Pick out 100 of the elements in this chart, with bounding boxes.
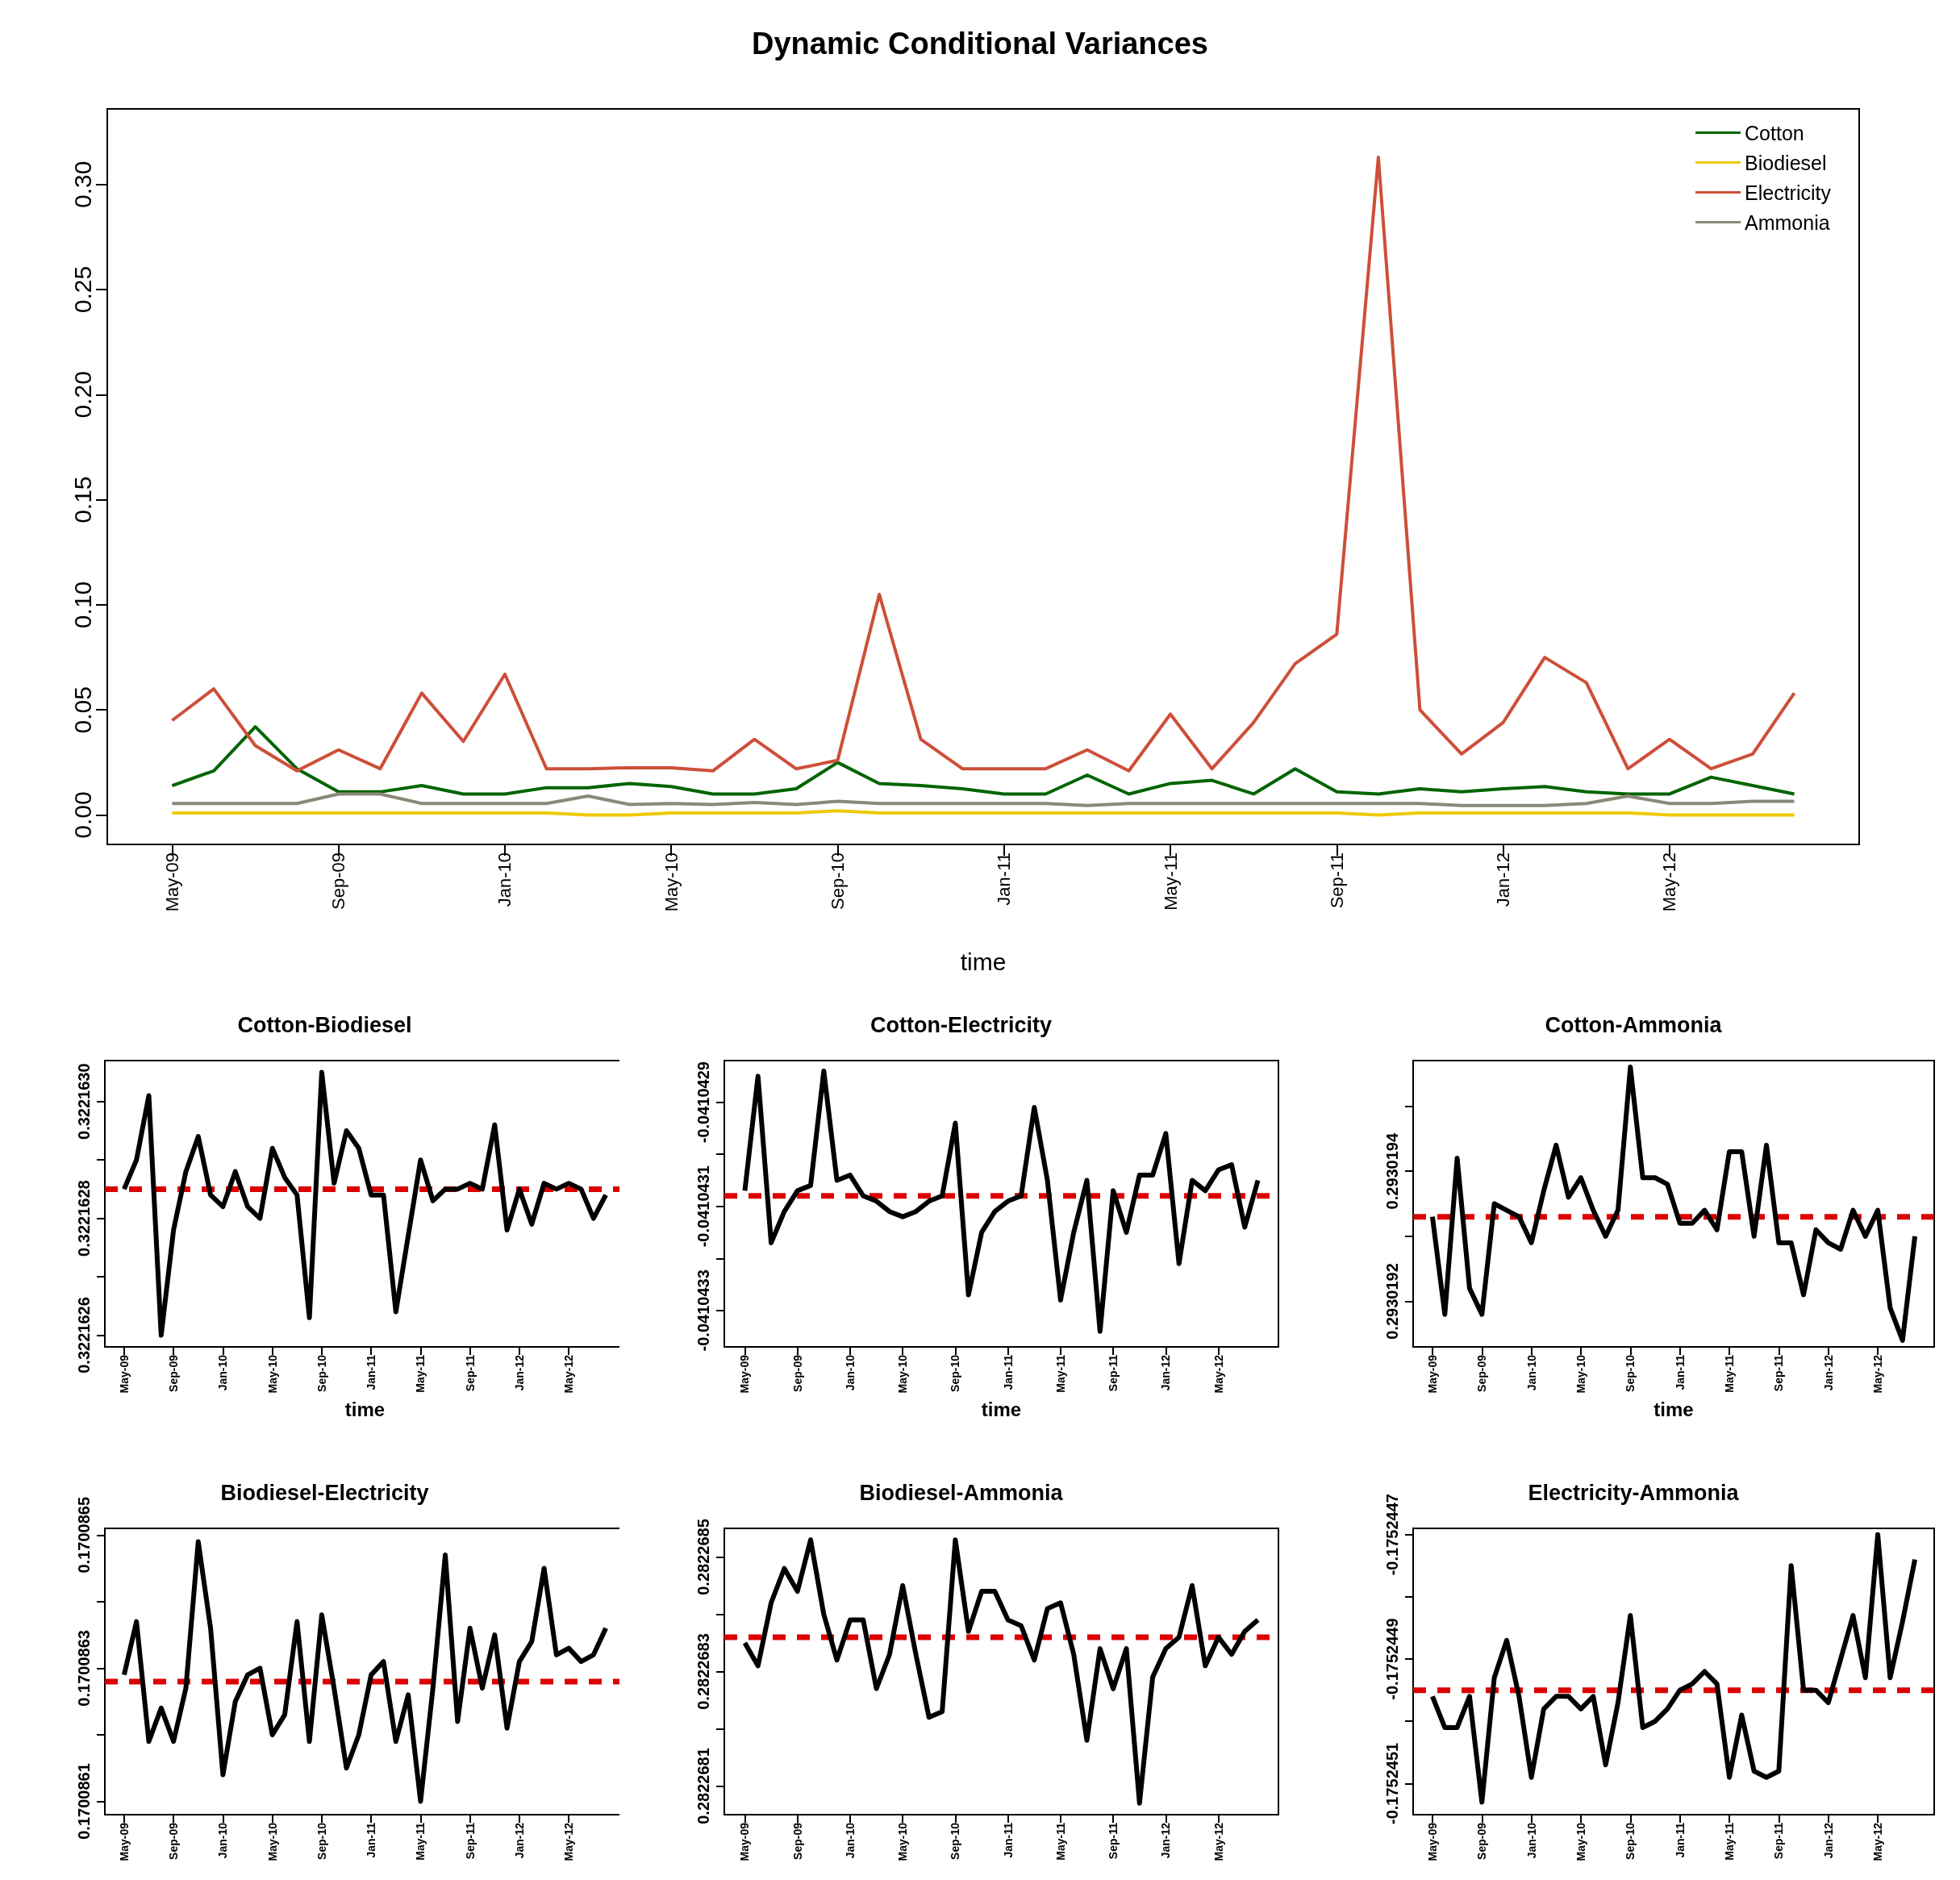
x-tick-label: Jan-10	[216, 1354, 230, 1391]
x-tick-label: Jan-12	[1159, 1354, 1173, 1391]
y-tick-label: 0.2822685	[694, 1519, 712, 1595]
y-tick-label: -0.0410429	[694, 1061, 712, 1144]
legend-label: Ammonia	[1745, 211, 1830, 234]
x-tick-label: May-10	[896, 1822, 910, 1861]
x-tick-label: Sep-09	[790, 1822, 804, 1860]
x-tick-label: Jan-11	[1673, 1822, 1687, 1858]
x-tick-label: Sep-09	[167, 1822, 181, 1860]
x-tick-label: Sep-10	[949, 1822, 962, 1860]
y-tick-label: 0.15	[69, 476, 96, 523]
x-tick-label: May-11	[1160, 852, 1181, 911]
x-tick-label: May-09	[117, 1354, 131, 1394]
x-tick-label: Sep-10	[949, 1354, 962, 1392]
x-tick-label: May-12	[1211, 1822, 1225, 1861]
chart-title: Dynamic Conditional Variances	[752, 27, 1208, 60]
legend-label: Electricity	[1745, 181, 1832, 204]
x-tick-label: May-10	[265, 1822, 279, 1861]
x-tick-label: May-09	[1425, 1822, 1439, 1861]
x-tick-label: May-11	[414, 1822, 427, 1861]
line-series	[170, 792, 1796, 807]
x-tick-label: Jan-11	[1673, 1354, 1687, 1390]
x-tick-label: May-12	[562, 1822, 576, 1861]
x-tick-label: May-10	[1574, 1354, 1587, 1394]
x-tick-label: Jan-12	[512, 1354, 526, 1391]
x-axis-title: time	[344, 1398, 386, 1420]
x-tick-label: May-09	[738, 1822, 752, 1861]
x-tick-label: Jan-12	[512, 1822, 526, 1859]
x-tick-label: Sep-10	[828, 852, 849, 910]
y-tick-label: 0.2822683	[694, 1633, 712, 1710]
x-tick-label: Jan-12	[1159, 1822, 1173, 1859]
x-tick-label: Sep-09	[1475, 1822, 1489, 1860]
y-tick-label: 0.3221630	[75, 1063, 93, 1140]
x-tick-label: Jan-11	[365, 1354, 378, 1390]
x-tick-label: Sep-10	[315, 1822, 328, 1860]
x-tick-label: May-10	[896, 1354, 910, 1394]
x-tick-label: Sep-11	[1107, 1354, 1120, 1392]
line-series	[170, 725, 1796, 796]
chart-title: Cotton-Biodiesel	[237, 1012, 412, 1037]
x-tick-label: May-11	[1053, 1354, 1067, 1393]
x-tick-label: Jan-12	[1821, 1822, 1835, 1859]
x-tick-label: May-09	[117, 1822, 131, 1861]
y-tick-label: 0.2930192	[1383, 1263, 1401, 1340]
x-tick-label: Jan-11	[365, 1822, 378, 1858]
x-tick-label: Jan-10	[843, 1354, 857, 1391]
chart-title: Biodiesel-Ammonia	[859, 1480, 1064, 1505]
x-tick-label: Sep-10	[1624, 1354, 1637, 1392]
x-tick-label: Jan-10	[216, 1822, 230, 1859]
x-tick-label: May-12	[1871, 1354, 1885, 1394]
chart-title: Cotton-Electricity	[869, 1012, 1053, 1037]
x-tick-label: Jan-10	[494, 852, 515, 907]
x-tick-label: May-12	[1659, 852, 1680, 912]
x-tick-label: May-12	[562, 1354, 576, 1394]
x-tick-label: May-11	[1723, 1822, 1737, 1861]
x-tick-label: May-10	[1574, 1822, 1587, 1861]
chart-title: Biodiesel-Electricity	[220, 1480, 429, 1505]
x-tick-label: May-09	[1425, 1354, 1439, 1394]
y-tick-label: -0.1752447	[1383, 1494, 1401, 1576]
x-tick-label: Jan-12	[1821, 1354, 1835, 1391]
y-tick-label: -0.0410433	[694, 1269, 712, 1352]
x-tick-label: Jan-11	[1001, 1354, 1015, 1390]
x-tick-label: Sep-11	[1107, 1822, 1120, 1860]
legend-label: Biodiesel	[1745, 151, 1827, 174]
x-tick-label: Jan-10	[1524, 1822, 1538, 1859]
x-tick-label: May-12	[1871, 1822, 1885, 1861]
x-tick-label: Sep-11	[463, 1822, 477, 1860]
y-tick-label: 0.25	[69, 265, 96, 314]
x-tick-label: Sep-11	[1772, 1354, 1786, 1392]
y-tick-label: 0.2930194	[1383, 1132, 1401, 1210]
x-axis-title: time	[960, 948, 1007, 975]
x-tick-label: Jan-11	[994, 852, 1015, 906]
x-tick-label: Sep-10	[1624, 1822, 1637, 1860]
x-tick-label: May-09	[161, 852, 182, 912]
x-axis-title: time	[1653, 1398, 1694, 1420]
y-tick-label: -0.1752449	[1383, 1618, 1401, 1700]
y-tick-label: 0.1700865	[75, 1496, 93, 1574]
x-tick-label: Sep-10	[315, 1354, 328, 1392]
x-tick-label: Sep-11	[463, 1354, 477, 1392]
x-tick-label: Jan-12	[1493, 852, 1514, 907]
y-tick-label: -0.0410431	[694, 1165, 712, 1248]
y-tick-label: 0.2822681	[694, 1748, 712, 1824]
y-tick-label: 0.3221628	[75, 1180, 93, 1257]
x-tick-label: Sep-09	[1475, 1354, 1489, 1392]
x-tick-label: May-10	[265, 1354, 279, 1394]
x-tick-label: Sep-11	[1772, 1822, 1786, 1860]
y-tick-label: 0.1700863	[75, 1630, 93, 1707]
x-axis-title: time	[981, 1398, 1022, 1420]
x-tick-label: May-11	[1053, 1822, 1067, 1861]
chart-title: Electricity-Ammonia	[1528, 1480, 1740, 1505]
x-tick-label: May-10	[661, 852, 682, 912]
y-tick-label: 0.10	[69, 581, 96, 629]
x-tick-label: Sep-09	[328, 852, 349, 910]
x-tick-label: Jan-10	[1524, 1354, 1538, 1391]
x-tick-label: May-09	[738, 1354, 752, 1394]
y-tick-label: 0.00	[69, 791, 96, 839]
x-tick-label: Jan-11	[1001, 1822, 1015, 1858]
x-tick-label: May-11	[414, 1354, 427, 1393]
y-tick-label: 0.20	[69, 371, 96, 419]
y-tick-label: 0.05	[69, 686, 96, 734]
x-tick-label: May-11	[1723, 1354, 1737, 1393]
